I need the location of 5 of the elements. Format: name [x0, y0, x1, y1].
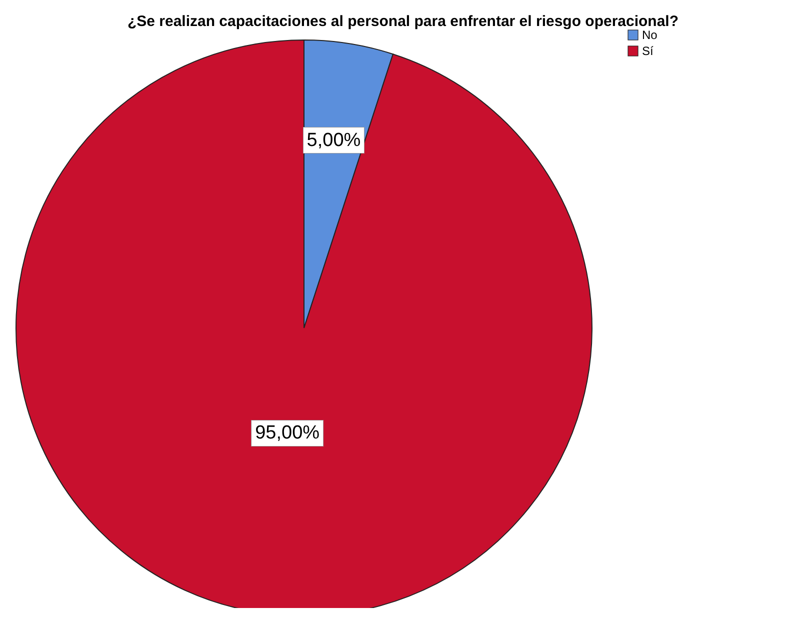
data-label: 95,00% [255, 422, 320, 444]
chart-title: ¿Se realizan capacitaciones al personal para enfrentar el riesgo operacional? [127, 13, 679, 30]
legend-label: Sí [642, 44, 654, 58]
data-label: 5,00% [306, 130, 361, 151]
legend-label: No [642, 28, 658, 42]
